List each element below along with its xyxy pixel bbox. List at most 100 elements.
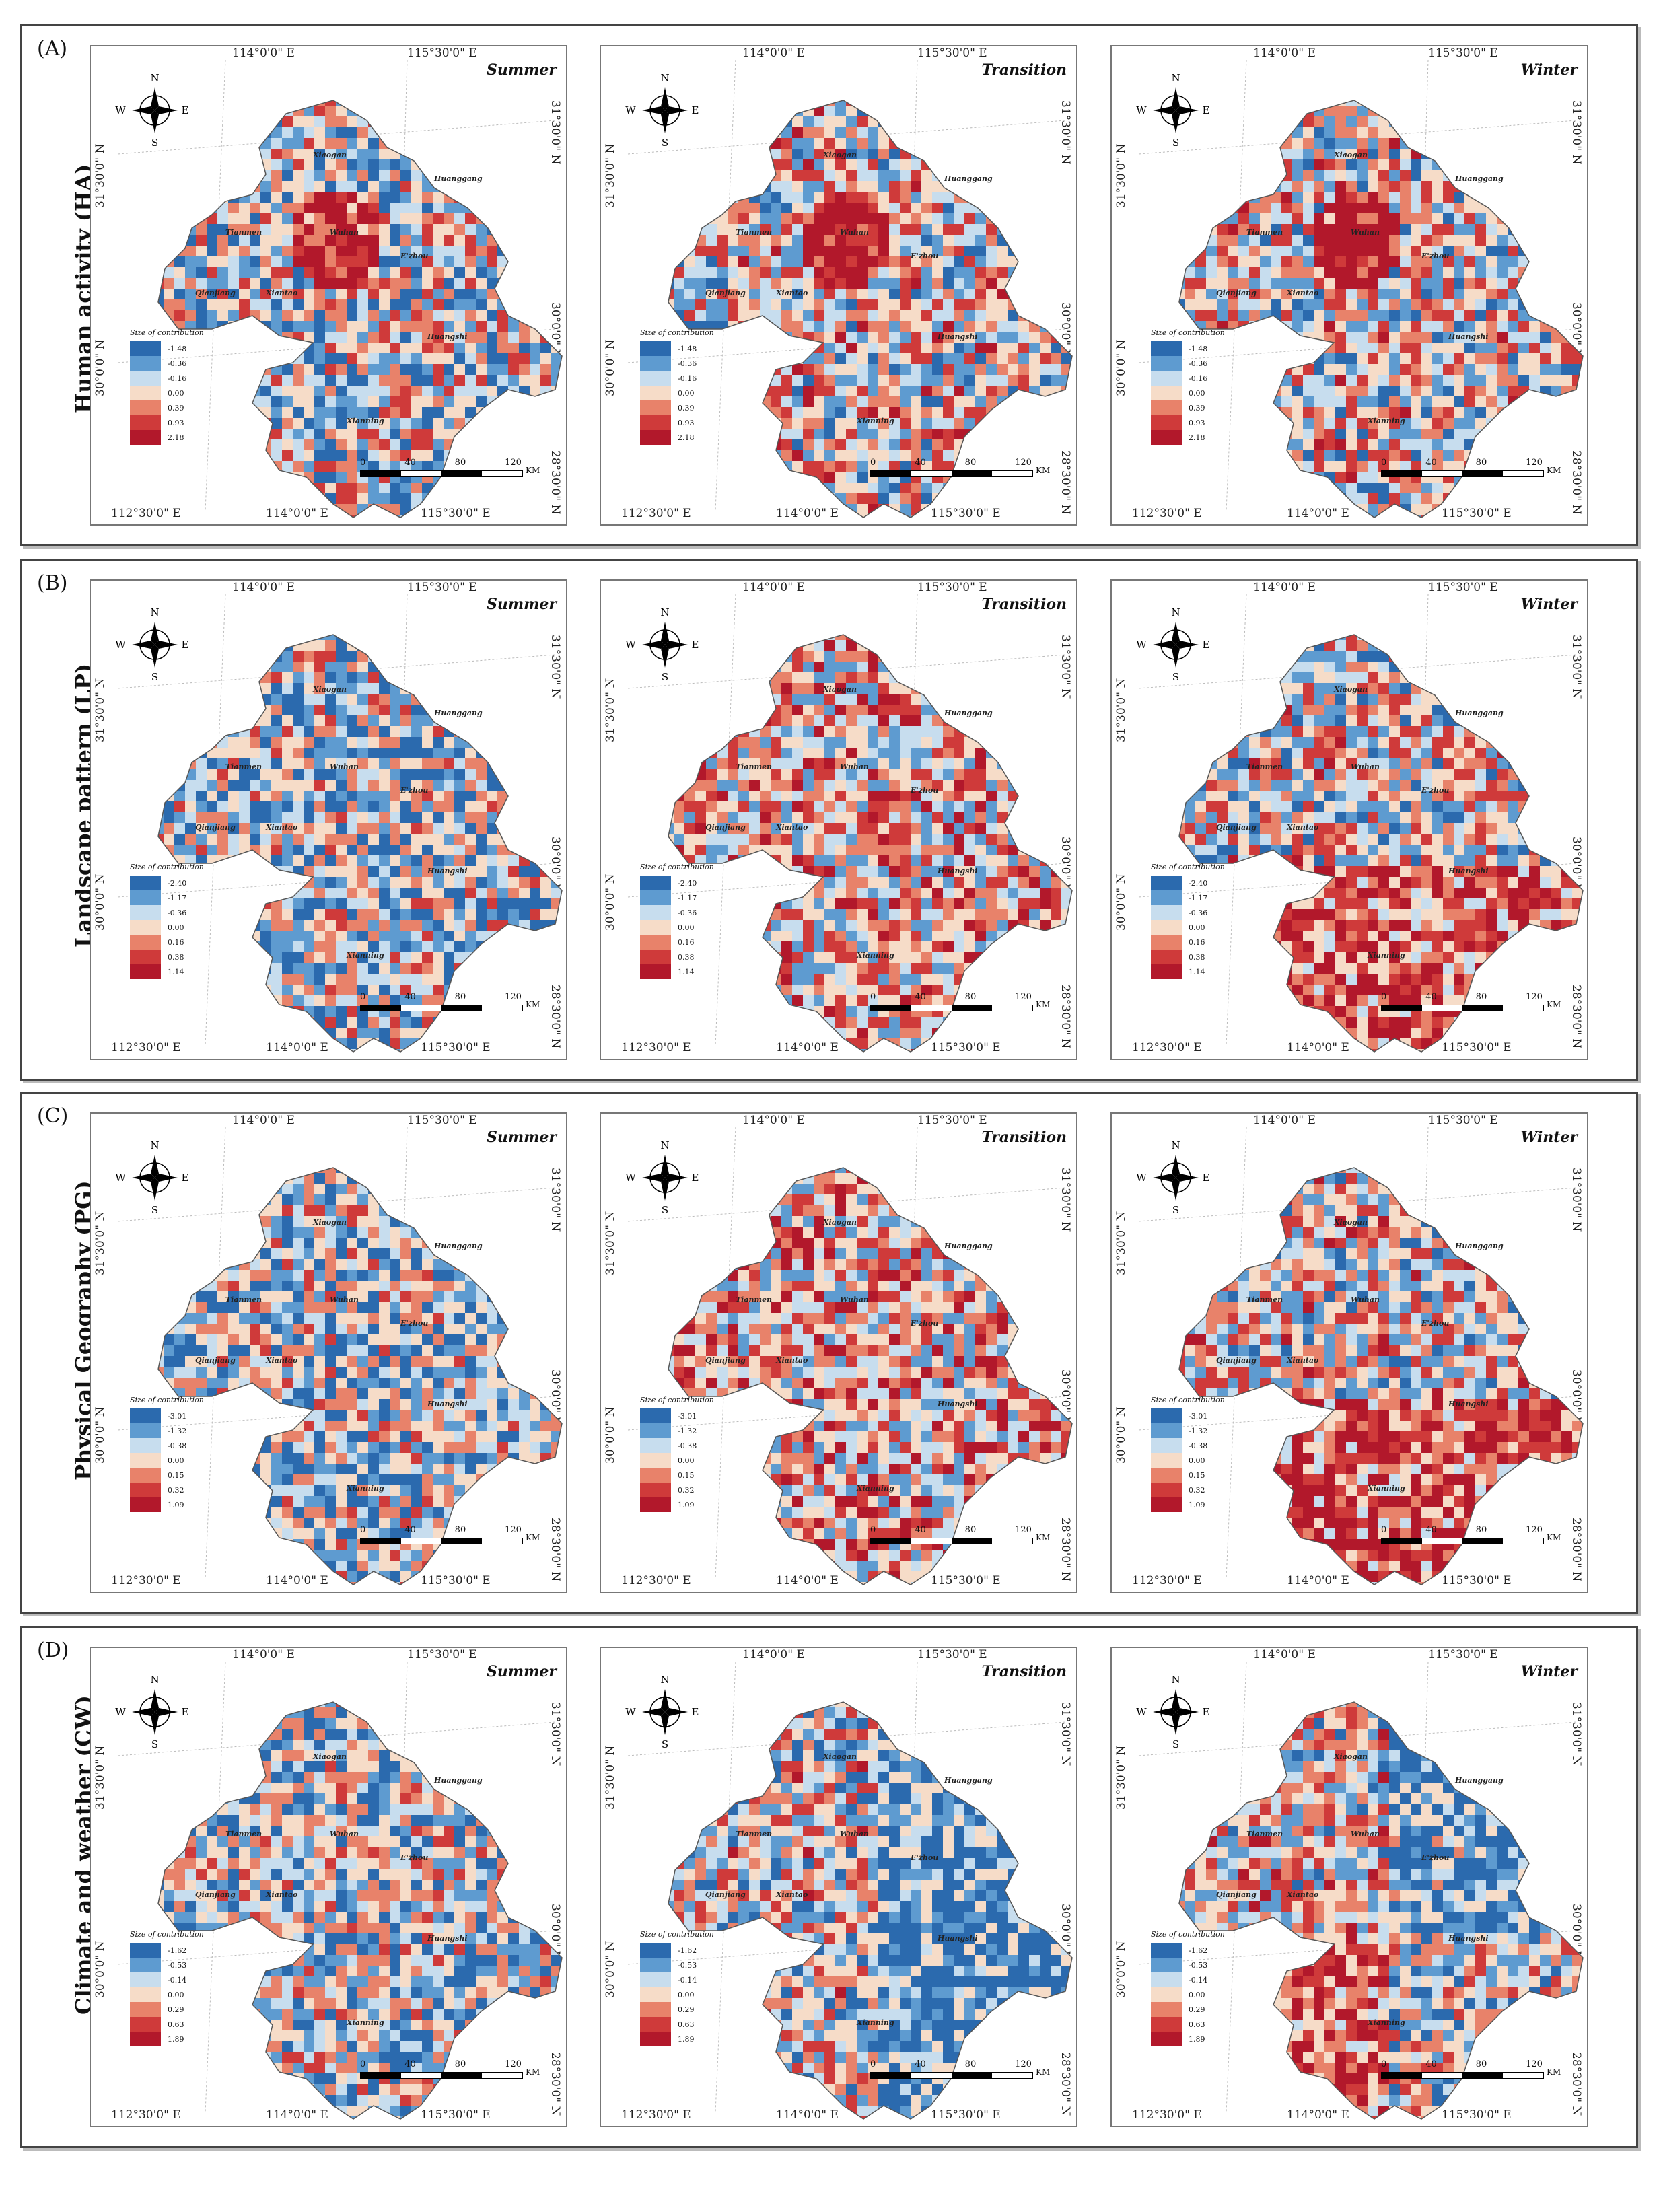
contribution-raster <box>158 1702 562 2119</box>
scale-bar: 0 40 80 120 KM <box>870 2059 1072 2079</box>
legend-row: -0.53 <box>640 1958 714 1972</box>
scale-tick: 80 <box>455 458 466 468</box>
legend-swatch <box>640 964 671 979</box>
legend-swatch <box>1151 1943 1182 1958</box>
map-legend: Size of contribution -3.01 -1.32 -0.38 0.00 0… <box>1151 1396 1225 1512</box>
legend-swatch <box>130 890 161 905</box>
panel-label: (D) <box>37 1639 69 1662</box>
scale-tick: 0 <box>1381 2059 1386 2069</box>
coord-top-right: 115°30'0" E <box>407 46 477 60</box>
compass-letter: N <box>150 1139 159 1151</box>
legend-value: -1.32 <box>168 1427 186 1435</box>
legend-value: 2.18 <box>1189 433 1205 442</box>
region-outline <box>1178 1701 1584 2120</box>
legend-swatch <box>130 415 161 430</box>
legend-value: -0.53 <box>168 1961 186 1970</box>
scale-bar: 0 40 80 120 KM <box>870 992 1072 1011</box>
city-label: Xianning <box>346 2018 384 2027</box>
legend-row: 2.18 <box>1151 430 1225 445</box>
legend-value: -3.01 <box>678 1412 697 1421</box>
scale-tick: 40 <box>404 1525 416 1535</box>
city-label: Qianjiang <box>195 1890 236 1899</box>
scale-tick: 120 <box>1015 992 1032 1002</box>
legend-row: 1.14 <box>640 964 714 979</box>
scale-unit: KM <box>1036 2067 1050 2077</box>
city-label: Xiaogan <box>312 1218 347 1227</box>
compass-letter: N <box>1171 72 1180 84</box>
graticule-line <box>715 1127 736 1579</box>
legend-value: -0.38 <box>678 1441 697 1450</box>
graticule-line <box>1226 1661 1247 2113</box>
scale-tick: 80 <box>965 1525 977 1535</box>
coord-top-right: 115°30'0" E <box>407 1648 477 1662</box>
legend-swatch <box>130 876 161 890</box>
legend-row: 1.09 <box>130 1497 204 1512</box>
city-label: E'zhou <box>1421 1319 1449 1328</box>
legend-row: 0.15 <box>130 1468 204 1483</box>
city-label: Tianmen <box>736 1830 772 1839</box>
legend-row: 0.00 <box>1151 920 1225 935</box>
compass-letter: N <box>660 1674 669 1686</box>
panel-a: (A) Human activity (HA) Summer 114°0'0" E 11… <box>20 24 1638 546</box>
coord-bottom-mid: 114°0'0" E <box>776 507 839 520</box>
region-outline <box>157 100 563 518</box>
legend-value: 0.93 <box>678 419 695 427</box>
legend-row: 1.89 <box>640 2032 714 2046</box>
scale-tick: 40 <box>915 458 926 468</box>
compass-letter: N <box>1171 606 1180 618</box>
legend-row: -0.14 <box>1151 1972 1225 1987</box>
scale-tick: 80 <box>455 992 466 1002</box>
map-legend: Size of contribution -1.62 -0.53 -0.14 0.00 0… <box>130 1930 204 2046</box>
legend-row: -2.40 <box>130 876 204 890</box>
legend-row: -1.32 <box>1151 1423 1225 1438</box>
legend-row: 0.38 <box>130 950 204 964</box>
city-label: Tianmen <box>1246 1295 1283 1304</box>
legend-swatch <box>130 1497 161 1512</box>
city-label: Wuhan <box>840 228 869 237</box>
map-canvas: Xiaogan Huanggang Tianmen Wuhan E'zhou Qianji… <box>115 1127 563 1585</box>
city-label: Huanggang <box>1454 1242 1504 1250</box>
coord-bottom-right: 115°30'0" E <box>1442 2108 1512 2122</box>
map-legend: Size of contribution -2.40 -1.17 -0.36 0.00 0… <box>1151 863 1225 979</box>
scale-tick: 0 <box>1381 1525 1386 1535</box>
legend-value: -0.38 <box>168 1441 186 1450</box>
legend-row: -1.17 <box>640 890 714 905</box>
graticule-line <box>205 1661 226 2113</box>
legend-swatch <box>130 341 161 356</box>
city-label: Tianmen <box>1246 228 1283 237</box>
legend-row: 0.32 <box>130 1483 204 1497</box>
map-summer: Summer 114°0'0" E 115°30'0" E 112°30'0" E 11… <box>90 579 567 1060</box>
legend-swatch <box>1151 430 1182 445</box>
scale-tick: 40 <box>1425 992 1437 1002</box>
map-legend: Size of contribution -3.01 -1.32 -0.38 0.00 0… <box>640 1396 714 1512</box>
legend-swatch <box>640 386 671 400</box>
city-label: Tianmen <box>1246 762 1283 771</box>
legend-row: 0.93 <box>640 415 714 430</box>
compass-letter: N <box>150 1674 159 1686</box>
map-legend: Size of contribution -2.40 -1.17 -0.36 0.00 0… <box>130 863 204 979</box>
contribution-raster <box>668 635 1072 1052</box>
map-canvas: Xiaogan Huanggang Tianmen Wuhan E'zhou Qianji… <box>625 1661 1073 2120</box>
scale-tick: 120 <box>1526 458 1543 468</box>
legend-row: -1.17 <box>1151 890 1225 905</box>
city-label: Wuhan <box>330 1830 359 1839</box>
map-season-title: Transition <box>981 1663 1067 1680</box>
legend-title: Size of contribution <box>130 1930 204 1939</box>
legend-value: -1.32 <box>1189 1427 1207 1435</box>
legend-row: -0.36 <box>640 905 714 920</box>
coord-bottom-left: 112°30'0" E <box>1132 1041 1202 1055</box>
legend-row: -0.53 <box>1151 1958 1225 1972</box>
scale-tick: 80 <box>1476 458 1487 468</box>
legend-value: -1.62 <box>168 1946 186 1955</box>
legend-swatch <box>640 1453 671 1468</box>
legend-swatch <box>130 920 161 935</box>
north-arrow-icon <box>1153 622 1199 668</box>
compass-letter: E <box>692 1706 699 1718</box>
legend-swatch <box>1151 341 1182 356</box>
coord-bottom-mid: 114°0'0" E <box>266 1041 328 1055</box>
scale-tick: 40 <box>915 1525 926 1535</box>
scale-tick: 40 <box>1425 1525 1437 1535</box>
legend-value: -1.62 <box>1189 1946 1207 1955</box>
city-label: E'zhou <box>400 252 428 260</box>
legend-value: -1.32 <box>678 1427 697 1435</box>
